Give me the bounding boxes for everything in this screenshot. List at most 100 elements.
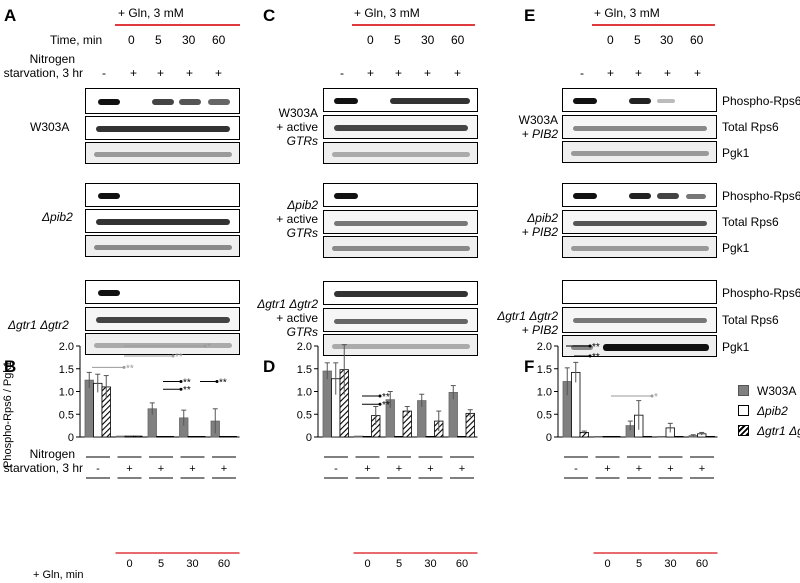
x-time-label: 30 — [186, 558, 198, 570]
bar — [425, 435, 435, 438]
bar — [611, 435, 621, 438]
x-time-label: 60 — [456, 558, 468, 570]
bar — [187, 435, 197, 438]
significance-dot — [179, 387, 183, 391]
significance-dot — [179, 379, 183, 383]
bar — [642, 435, 652, 438]
panel-label-d: D — [263, 357, 276, 376]
blot-phospho-e2 — [562, 183, 717, 207]
time-5-c: 5 — [394, 33, 401, 47]
row-label-total-e3: Total Rps6 — [722, 313, 779, 327]
x-sign-label: + — [636, 463, 642, 475]
strain-e1-line1: W303A — [518, 113, 558, 127]
time-30-c: 30 — [421, 33, 435, 47]
bar — [124, 435, 134, 438]
time-0-c: 0 — [367, 33, 374, 47]
x-time-label: 60 — [696, 558, 708, 570]
significance-star: ** — [126, 363, 134, 374]
row-label-pgk-e3: Pgk1 — [722, 340, 750, 354]
x-sign-label: - — [334, 463, 338, 475]
x-time-label: 60 — [218, 558, 230, 570]
time-5-e: 5 — [634, 33, 641, 47]
blot-pgk-e2 — [562, 236, 717, 258]
sign-a-1: + — [130, 66, 138, 80]
blot-total-a1 — [85, 116, 240, 140]
strain-e2-line2: + PIB2 — [521, 225, 558, 239]
x-time-label: 0 — [604, 558, 610, 570]
x-sign-label: + — [189, 463, 195, 475]
bar — [362, 435, 372, 438]
footer-gln-min: + Gln, min — [33, 569, 84, 581]
blot-pgk-a2 — [85, 235, 240, 257]
panel-label-a: A — [4, 6, 17, 25]
strain-e3-line2: + PIB2 — [521, 323, 558, 337]
footer-starvation-b: starvation, 3 hr — [3, 461, 83, 475]
significance-dot — [215, 379, 219, 383]
significance-dot — [650, 394, 654, 398]
y-tick-label: 2.0 — [297, 341, 312, 353]
strain-e2-line1: Δpib2 — [527, 211, 558, 225]
y-tick-label: 0 — [546, 432, 552, 444]
significance-star: ** — [592, 352, 600, 363]
sign-a-0: - — [102, 66, 106, 80]
footer-nitrogen-b: Nitrogen — [29, 447, 75, 461]
blot-pgk-c1 — [323, 142, 478, 164]
legend-swatch-pib2 — [738, 405, 749, 416]
x-sign-label: + — [604, 463, 610, 475]
strain-label-a3: Δgtr1 Δgtr2 — [8, 318, 69, 332]
strain-label-a2: Δpib2 — [42, 210, 73, 224]
row-label-phospho-e3: Phospho-Rps6 — [722, 286, 800, 300]
x-sign-label: + — [221, 463, 227, 475]
x-sign-label: - — [96, 463, 100, 475]
bar — [227, 435, 237, 438]
gln-red-bar-a — [115, 24, 240, 26]
bar — [133, 435, 143, 438]
sign-e-2: + — [635, 66, 643, 80]
significance-star: ** — [183, 377, 191, 388]
row-label-phospho-e2: Phospho-Rps6 — [722, 189, 800, 203]
significance-dot — [203, 344, 207, 348]
y-tick-label: 1.0 — [537, 387, 552, 399]
gln-red-bar-e — [592, 24, 715, 26]
x-time-label: 0 — [126, 558, 132, 570]
x-sign-label: + — [158, 463, 164, 475]
sign-e-1: + — [607, 66, 615, 80]
panel-label-c: C — [263, 6, 276, 25]
legend-swatch-gtr — [738, 425, 749, 436]
blot-total-e3 — [562, 307, 717, 333]
bar — [156, 435, 166, 438]
y-tick-label: 0.5 — [297, 409, 312, 421]
y-tick-label: 0.5 — [537, 409, 552, 421]
row-label-pgk-e2: Pgk1 — [722, 241, 750, 255]
bar — [657, 435, 667, 438]
blot-total-c1 — [323, 115, 478, 139]
gln-label-a: + Gln, 3 mM — [118, 6, 184, 20]
blot-phospho-c2 — [323, 183, 478, 207]
bar — [164, 435, 174, 438]
x-sign-label: + — [699, 463, 705, 475]
time-0-a: 0 — [128, 33, 135, 47]
bar — [84, 379, 94, 438]
bar — [219, 435, 229, 438]
x-sign-label: - — [574, 463, 578, 475]
legend-label-w303a: W303A — [757, 384, 797, 398]
bar — [354, 435, 364, 438]
y-tick-label: 1.0 — [297, 387, 312, 399]
sign-e-0: - — [580, 66, 584, 80]
x-time-label: 5 — [396, 558, 402, 570]
strain-c2-line3: GTRs — [286, 226, 318, 240]
blot-total-a2 — [85, 209, 240, 233]
blot-total-e1 — [562, 115, 717, 139]
significance-dot — [378, 402, 382, 406]
panel-label-e: E — [524, 6, 536, 25]
blot-pgk-e3 — [562, 335, 717, 357]
time-60-e: 60 — [690, 33, 704, 47]
sign-e-3: + — [664, 66, 672, 80]
row-label-total-e1: Total Rps6 — [722, 120, 779, 134]
blot-pgk-c3 — [323, 334, 478, 356]
strain-label-a1: W303A — [30, 120, 70, 134]
y-tick-label: 2.0 — [537, 341, 552, 353]
blot-pgk-c2 — [323, 236, 478, 258]
y-tick-label: 1.0 — [59, 387, 74, 399]
y-tick-label: 0 — [68, 432, 74, 444]
